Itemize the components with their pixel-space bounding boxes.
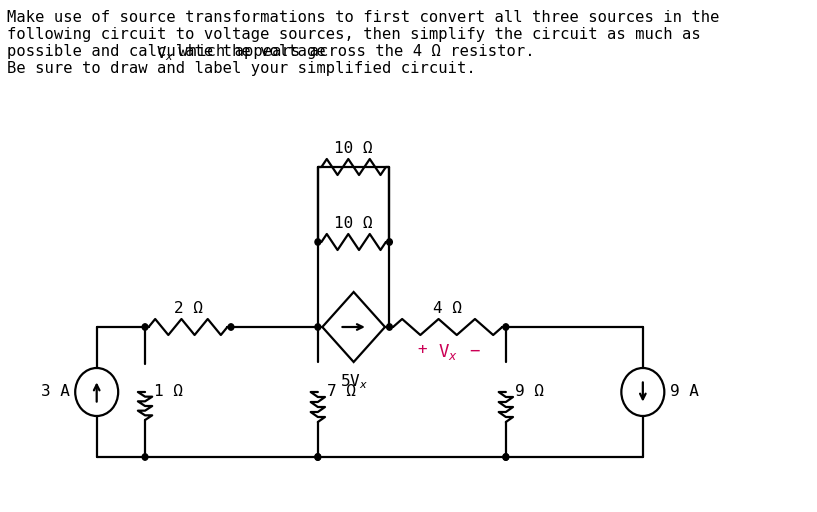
Circle shape (315, 454, 321, 460)
Circle shape (386, 324, 392, 330)
Text: following circuit to voltage sources, then simplify the circuit as much as: following circuit to voltage sources, th… (7, 27, 701, 42)
Text: +: + (417, 342, 427, 357)
Text: 10 Ω: 10 Ω (334, 216, 373, 231)
Text: which appears across the 4 Ω resistor.: which appears across the 4 Ω resistor. (168, 44, 534, 59)
Text: Be sure to draw and label your simplified circuit.: Be sure to draw and label your simplifie… (7, 61, 476, 76)
Text: 4 Ω: 4 Ω (433, 301, 462, 316)
Circle shape (386, 239, 392, 245)
Text: possible and calculate the voltage: possible and calculate the voltage (7, 44, 335, 59)
Text: V$_x$: V$_x$ (438, 342, 458, 362)
Circle shape (228, 324, 234, 330)
Circle shape (315, 454, 321, 460)
Circle shape (503, 454, 509, 460)
Circle shape (503, 454, 509, 460)
Circle shape (142, 324, 148, 330)
Text: Make use of source transformations to first convert all three sources in the: Make use of source transformations to fi… (7, 10, 720, 25)
Text: 5V$_x$: 5V$_x$ (340, 372, 368, 391)
Text: 2 Ω: 2 Ω (173, 301, 203, 316)
Circle shape (315, 239, 321, 245)
Text: 9 Ω: 9 Ω (515, 385, 543, 399)
Text: 9 A: 9 A (670, 385, 699, 399)
Text: 1 Ω: 1 Ω (154, 385, 183, 399)
Text: −: − (469, 342, 480, 360)
Circle shape (315, 324, 321, 330)
Text: 3 A: 3 A (41, 385, 69, 399)
Text: 10 Ω: 10 Ω (334, 141, 373, 156)
Text: 7 Ω: 7 Ω (327, 385, 355, 399)
Text: V$_x$: V$_x$ (156, 44, 174, 62)
Circle shape (142, 454, 148, 460)
Circle shape (503, 324, 509, 330)
